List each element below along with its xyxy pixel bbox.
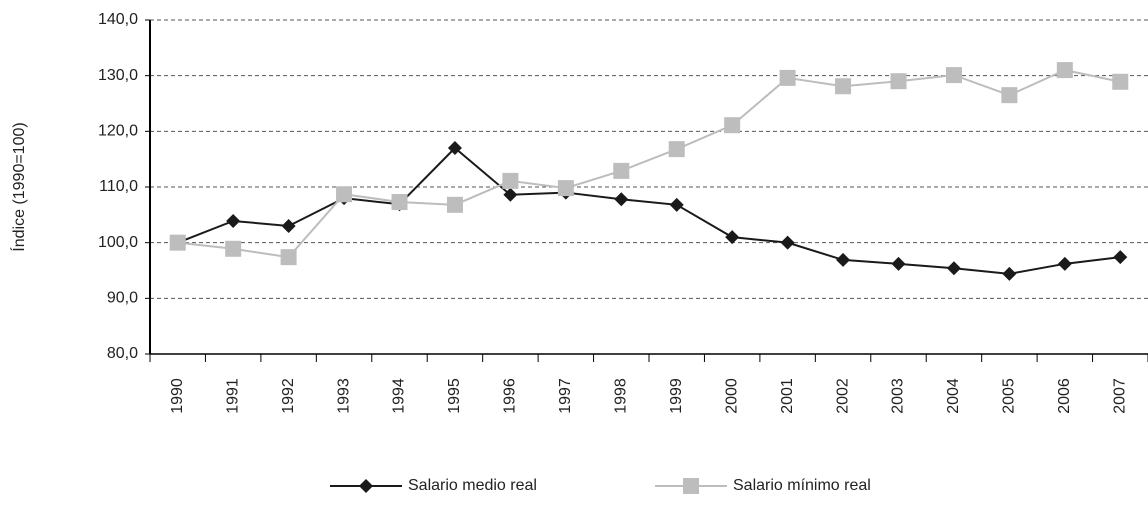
legend-label: Salario medio real	[408, 477, 537, 494]
marker	[668, 141, 685, 158]
marker	[836, 252, 851, 267]
marker	[336, 186, 353, 203]
marker	[945, 67, 962, 84]
x-tick-label: 2002	[834, 378, 851, 414]
marker	[557, 180, 574, 197]
x-tick-label: 1991	[224, 378, 241, 414]
x-tick-label: 1999	[668, 378, 685, 414]
y-tick-label: 80,0	[107, 345, 138, 362]
x-tick-label: 1994	[391, 378, 408, 414]
marker	[946, 261, 961, 276]
y-tick-label: 130,0	[98, 67, 138, 84]
series-line	[177, 69, 1121, 259]
marker	[169, 234, 186, 251]
x-tick-label: 2001	[779, 378, 796, 414]
x-tick-label: 2004	[945, 378, 962, 414]
x-tick-label: 1990	[169, 378, 186, 414]
marker	[503, 187, 518, 202]
marker	[779, 69, 796, 86]
legend-label: Salario mínimo real	[733, 477, 871, 494]
marker	[391, 194, 408, 211]
x-tick-label: 2006	[1056, 378, 1073, 414]
marker	[280, 249, 297, 266]
x-tick-label: 2003	[890, 378, 907, 414]
y-tick-label: 110,0	[99, 178, 138, 195]
marker	[447, 141, 462, 156]
y-axis-label: Índice (1990=100)	[9, 122, 28, 251]
marker	[669, 197, 684, 212]
marker	[614, 192, 629, 207]
marker	[780, 235, 795, 250]
marker	[1113, 250, 1128, 265]
marker	[1056, 62, 1073, 79]
marker	[891, 256, 906, 271]
marker	[835, 78, 852, 95]
marker	[724, 117, 741, 134]
marker	[1001, 87, 1018, 104]
marker	[502, 172, 519, 189]
y-tick-label: 120,0	[98, 123, 138, 140]
x-tick-label: 1995	[446, 378, 463, 414]
x-tick-label: 1998	[612, 378, 629, 414]
marker	[446, 196, 463, 213]
series-line	[177, 146, 1121, 275]
marker	[1057, 256, 1072, 271]
x-tick-label: 2000	[723, 378, 740, 414]
marker	[1112, 73, 1129, 90]
x-tick-label: 1992	[280, 378, 297, 414]
x-tick-label: 2007	[1111, 378, 1128, 414]
marker	[225, 240, 242, 257]
x-tick-label: 1993	[335, 378, 352, 414]
marker	[1002, 266, 1017, 281]
x-tick-label: 2005	[1001, 378, 1018, 414]
x-tick-label: 1997	[557, 378, 574, 414]
marker	[890, 73, 907, 90]
legend-marker	[683, 478, 699, 494]
y-tick-label: 140,0	[98, 11, 138, 28]
y-tick-label: 100,0	[98, 234, 138, 251]
legend-marker	[359, 479, 373, 493]
y-tick-label: 90,0	[107, 290, 138, 307]
marker	[281, 218, 296, 233]
marker	[226, 213, 241, 228]
x-tick-label: 1996	[502, 378, 519, 414]
marker	[725, 230, 740, 245]
marker	[613, 162, 630, 179]
